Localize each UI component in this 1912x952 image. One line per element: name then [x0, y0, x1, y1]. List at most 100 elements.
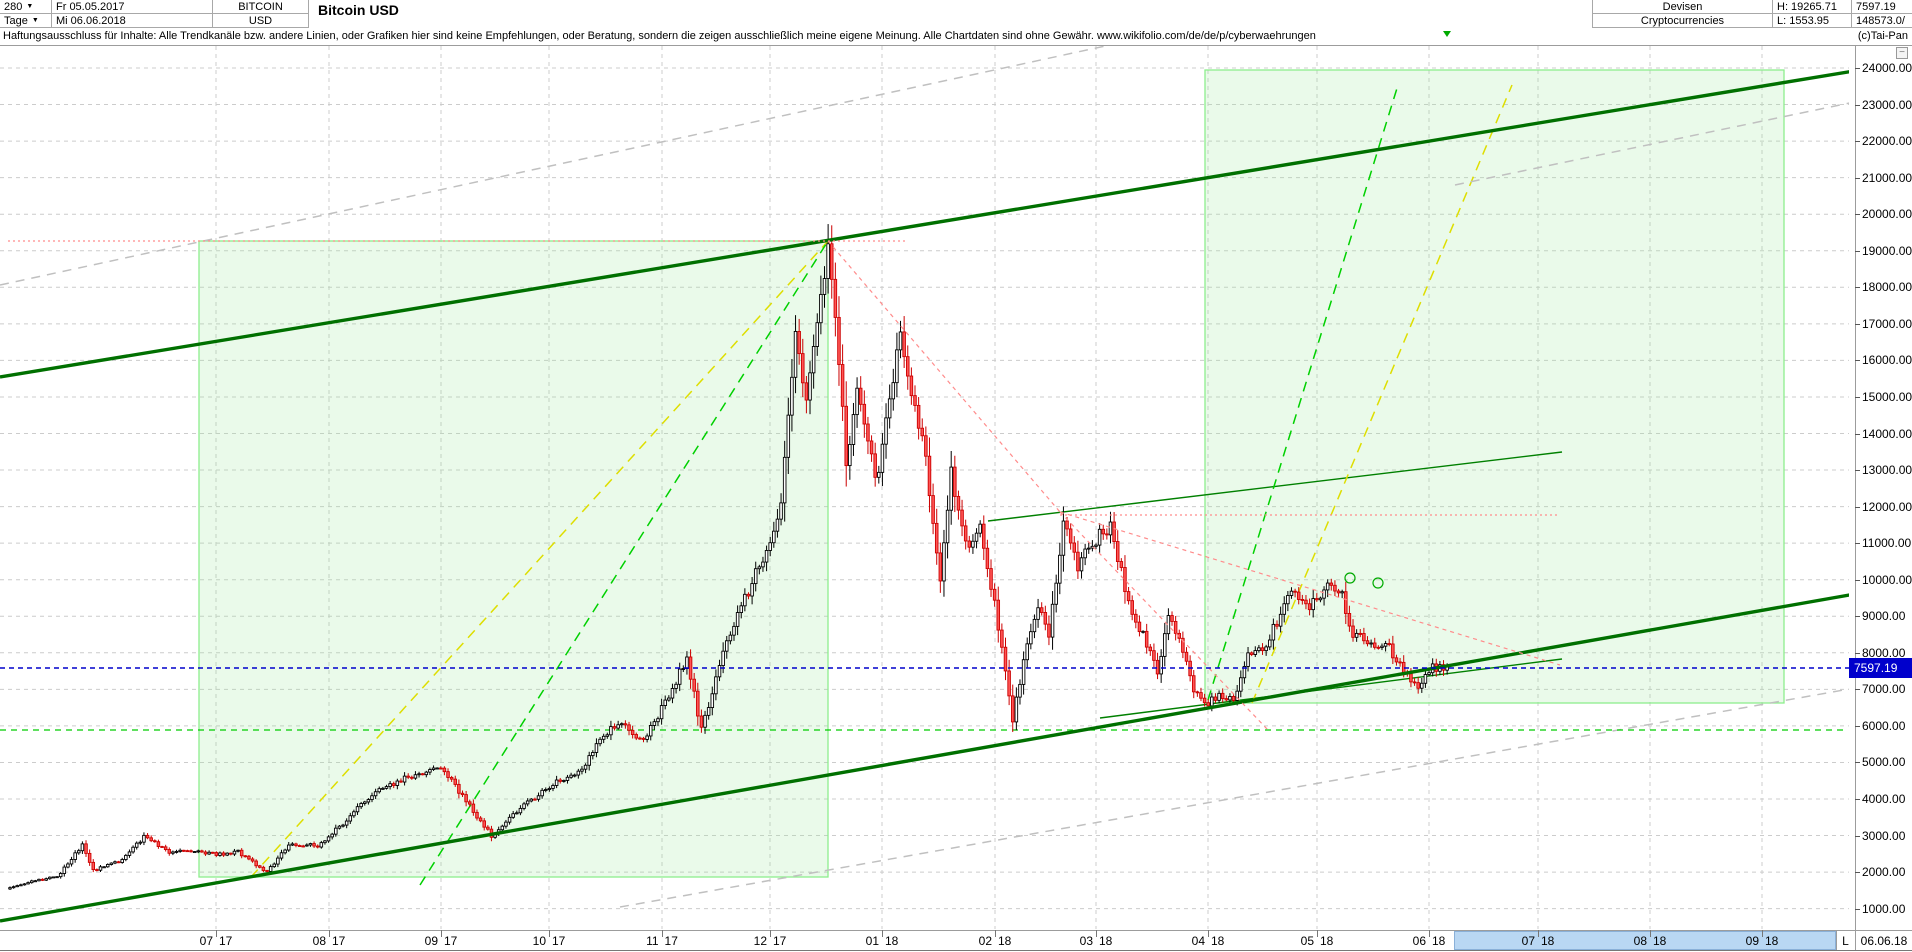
- candle-body: [254, 860, 258, 867]
- candle-body: [717, 665, 722, 678]
- candle-body: [11, 886, 16, 889]
- candle-body: [706, 707, 711, 716]
- time-axis-tick: [1650, 930, 1651, 937]
- category-line2: Cryptocurrencies: [1592, 14, 1773, 28]
- bottom-border: [0, 950, 1912, 951]
- candle-body: [670, 688, 675, 699]
- candle-body: [1296, 591, 1301, 600]
- candle-body: [290, 843, 295, 846]
- candle-body: [572, 774, 577, 777]
- price-axis-tick: [1855, 872, 1860, 874]
- candle-body: [1032, 618, 1037, 633]
- candle-body: [87, 852, 92, 863]
- candle-body: [330, 833, 334, 838]
- candle-body: [934, 522, 939, 554]
- date-from-field[interactable]: Fr 05.05.2017: [52, 0, 213, 14]
- candle-body: [1354, 632, 1359, 638]
- candle-body: [247, 855, 251, 860]
- candle-body: [294, 843, 298, 846]
- category-value-2: Cryptocurrencies: [1640, 14, 1725, 27]
- candle-body: [775, 518, 780, 532]
- candle-body: [645, 735, 649, 740]
- candle-body: [677, 668, 682, 685]
- candle-body: [384, 786, 389, 789]
- candle-body: [305, 844, 309, 847]
- timeframe-select[interactable]: Tage ▼: [0, 14, 52, 28]
- candle-body: [334, 827, 338, 835]
- price-axis-tick: [1855, 141, 1860, 143]
- candle-body: [319, 842, 324, 848]
- price-axis-tick: [1855, 323, 1860, 325]
- candle-body: [829, 243, 834, 280]
- gray-lower-channel: [619, 688, 1849, 908]
- price-axis-tick: [1855, 725, 1860, 727]
- resistance-thin: [987, 451, 1563, 522]
- candle-body: [1000, 629, 1004, 648]
- candle-body: [1304, 599, 1308, 605]
- candle-body: [1065, 520, 1069, 530]
- period-select[interactable]: 280 ▼: [0, 0, 52, 14]
- price-axis-label: 1000.00: [1862, 901, 1906, 916]
- candle-body: [1173, 620, 1178, 634]
- candle-body: [1289, 590, 1294, 596]
- candle-body: [728, 634, 733, 642]
- candle-body: [446, 771, 450, 778]
- candle-body: [265, 870, 269, 872]
- price-axis-label: 12000.00: [1862, 499, 1912, 514]
- candle-body: [858, 387, 863, 405]
- candle-body: [167, 849, 172, 854]
- price-axis-label: 23000.00: [1862, 97, 1912, 112]
- candle-body: [131, 846, 135, 853]
- candle-body: [439, 767, 443, 770]
- candle-body: [29, 880, 34, 884]
- candle-body: [200, 850, 204, 853]
- candle-body: [1329, 582, 1334, 586]
- candle-body: [1141, 630, 1145, 633]
- candle-body: [221, 852, 226, 856]
- candle-body: [22, 883, 27, 886]
- candle-body: [312, 843, 316, 847]
- candle-body: [518, 807, 523, 814]
- candle-body: [913, 395, 917, 406]
- last-marker-value: L: [1842, 933, 1849, 948]
- candle-body: [355, 806, 360, 813]
- green-fan: [419, 240, 829, 886]
- last-price-label: 7597.19: [1852, 0, 1912, 14]
- price-axis-tick: [1855, 835, 1860, 837]
- category-line1: Devisen: [1592, 0, 1773, 14]
- candle-body: [960, 509, 964, 527]
- candle-body: [1347, 613, 1352, 627]
- price-axis-label: 9000.00: [1862, 609, 1906, 624]
- time-axis-tick: [1429, 930, 1430, 937]
- candle-body: [341, 824, 345, 827]
- collapse-icon[interactable]: −: [1896, 47, 1908, 59]
- candle-body: [1242, 666, 1247, 679]
- candle-body: [1249, 652, 1254, 655]
- candle-body: [656, 718, 660, 723]
- candle-body: [540, 789, 544, 797]
- gray-topright: [1454, 102, 1849, 186]
- candle-body: [1333, 584, 1337, 592]
- candle-body: [185, 850, 190, 853]
- candle-body: [877, 471, 881, 478]
- price-axis-label: 11000.00: [1862, 536, 1912, 551]
- candle-body: [1278, 613, 1283, 627]
- candle-body: [435, 767, 439, 770]
- candle-body: [956, 495, 961, 511]
- candle-body: [906, 356, 910, 377]
- date-to-field[interactable]: Mi 06.06.2018: [52, 14, 213, 28]
- candle-body: [1191, 675, 1196, 693]
- current-date-marker: [1443, 31, 1451, 37]
- candle-body: [1123, 567, 1127, 593]
- range-low: L: 1553.95: [1773, 14, 1852, 28]
- annotation-lines-front: [0, 70, 1849, 923]
- candle-body: [942, 542, 946, 582]
- candle-body: [406, 775, 410, 778]
- candle-body: [551, 785, 555, 789]
- candle-body: [866, 423, 870, 442]
- candle-body: [58, 873, 63, 878]
- candle-body: [1112, 521, 1116, 542]
- candle-body: [525, 800, 530, 805]
- candle-body: [1079, 557, 1084, 572]
- candle-body: [992, 588, 997, 601]
